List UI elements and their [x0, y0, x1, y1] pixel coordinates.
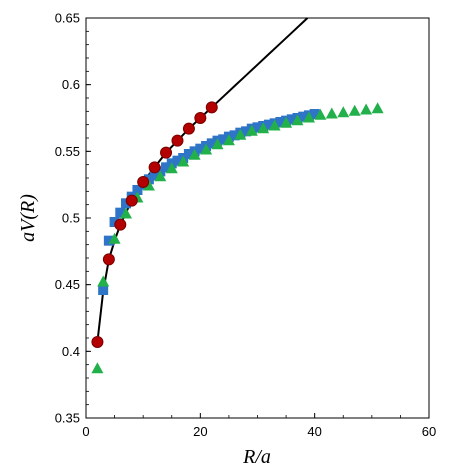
y-tick-label: 0.5	[62, 211, 80, 226]
triangle-point	[120, 207, 132, 219]
y-tick-label: 0.4	[62, 344, 80, 359]
square-point	[275, 117, 286, 127]
square-point	[195, 143, 206, 154]
triangle-point	[200, 143, 213, 155]
square-point	[229, 130, 240, 141]
square-point	[252, 122, 263, 133]
square-point	[263, 119, 274, 130]
fit-line-group	[96, 17, 309, 343]
circle-point	[171, 134, 184, 147]
triangle-point	[360, 103, 373, 115]
x-axis-title: R/a	[242, 446, 271, 468]
square-point	[98, 285, 109, 295]
triangle-point	[165, 162, 178, 174]
y-axis-ticks: 0.35 0.4 0.45 0.5 0.55 0.6 0.65	[55, 11, 91, 426]
triangle-point	[211, 138, 224, 150]
square-point	[121, 198, 132, 209]
x-tick-label: 20	[193, 424, 207, 439]
triangle-point	[268, 119, 281, 131]
triangle-point	[348, 104, 361, 116]
triangle-point	[303, 111, 315, 123]
triangle-point	[325, 107, 338, 119]
circle-point	[114, 218, 127, 231]
x-tick-label: 0	[82, 424, 89, 439]
triangle-point	[222, 134, 235, 146]
triangle-point	[291, 114, 304, 126]
square-point	[183, 149, 194, 159]
square-point	[286, 114, 297, 125]
x-tick-label: 40	[307, 424, 321, 439]
triangle-point	[280, 116, 293, 128]
square-point	[132, 185, 143, 195]
circle-point	[182, 122, 195, 135]
plot-frame	[85, 17, 430, 419]
circle-point	[205, 101, 218, 114]
square-point	[172, 155, 183, 166]
square-point	[298, 111, 309, 122]
circle-point	[91, 336, 104, 348]
triangle-point	[188, 148, 201, 160]
triangle-point	[257, 122, 270, 134]
y-tick-label: 0.55	[55, 144, 80, 159]
y-tick-label: 0.35	[55, 411, 80, 426]
circle-point	[102, 253, 115, 266]
square-point	[161, 162, 172, 173]
fit-line	[96, 17, 309, 343]
y-axis-title: aV(R)	[17, 194, 39, 242]
triangle-point	[108, 232, 121, 244]
square-point	[218, 134, 229, 145]
circle-point	[125, 194, 138, 207]
circle-point	[194, 112, 207, 124]
triangle-point	[154, 170, 167, 182]
square-point	[149, 170, 160, 181]
triangle-point	[245, 124, 258, 136]
square-point	[103, 235, 114, 246]
y-tick-label: 0.6	[62, 77, 80, 92]
square-point	[241, 126, 252, 137]
circle-point	[160, 146, 173, 159]
square-point	[115, 207, 126, 218]
triangle-point	[142, 179, 155, 191]
square-point	[109, 217, 120, 227]
triangle-point	[234, 128, 247, 140]
square-point	[206, 138, 217, 149]
triangle-point	[371, 102, 384, 114]
circle-point	[137, 176, 150, 188]
data-points	[91, 101, 384, 374]
triangle-point	[337, 106, 350, 118]
triangle-point	[177, 155, 190, 167]
x-tick-label: 60	[422, 424, 436, 439]
y-tick-label: 0.45	[55, 277, 80, 292]
square-point	[309, 109, 320, 119]
y-tick-label: 0.65	[55, 11, 80, 26]
triangle-point	[97, 275, 110, 287]
circle-point	[148, 161, 161, 174]
triangle-point	[314, 108, 327, 120]
triangle-point	[91, 362, 104, 374]
square-point	[143, 174, 154, 185]
x-axis-ticks: 0 20 40 60	[82, 413, 436, 439]
